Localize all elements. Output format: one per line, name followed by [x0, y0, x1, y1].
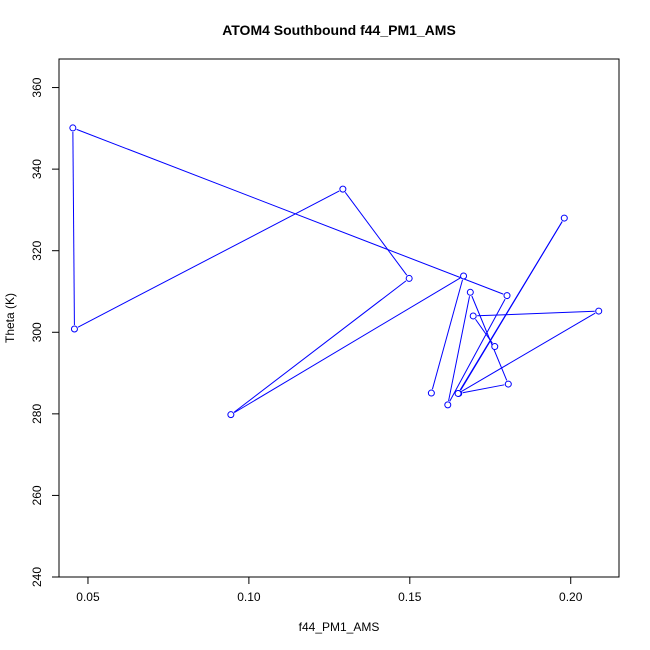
- data-point: [227, 411, 235, 419]
- data-point: [504, 380, 512, 388]
- series-line-segment: [461, 312, 596, 392]
- y-tick-label: 340: [30, 159, 44, 179]
- y-axis: 240 260 280 300 320 340 360: [30, 77, 60, 587]
- x-axis: 0.05 0.10 0.15 0.20: [76, 576, 583, 604]
- series-line-segment: [77, 190, 340, 328]
- y-tick-label: 360: [30, 77, 44, 97]
- x-tick-label: 0.05: [76, 590, 100, 604]
- plot-frame: [58, 58, 620, 578]
- data-point: [405, 274, 413, 282]
- data-point: [466, 288, 474, 296]
- data-point: [427, 389, 435, 397]
- y-tick-label: 240: [30, 567, 44, 587]
- series-line-segment: [477, 310, 595, 317]
- data-point: [595, 307, 603, 315]
- y-tick-label: 260: [30, 485, 44, 505]
- series-group: [69, 124, 603, 419]
- data-point: [69, 124, 77, 132]
- data-point: [460, 272, 468, 280]
- data-point: [503, 292, 511, 300]
- x-tick-label: 0.10: [237, 590, 261, 604]
- chart-title: ATOM4 Southbound f44_PM1_AMS: [222, 22, 456, 38]
- data-point: [469, 312, 477, 320]
- x-tick-label: 0.20: [559, 590, 583, 604]
- data-point: [560, 214, 568, 222]
- x-tick-label: 0.15: [398, 590, 422, 604]
- series-line-segment: [234, 277, 461, 414]
- y-tick-label: 280: [30, 404, 44, 424]
- series-line-segment: [233, 280, 407, 413]
- series-line-segment: [462, 384, 505, 394]
- series-line-segment: [344, 192, 408, 276]
- series-line-segment: [459, 221, 563, 391]
- series-line-segment: [76, 128, 504, 295]
- y-tick-label: 300: [30, 322, 44, 342]
- data-point: [491, 343, 499, 351]
- data-point: [444, 401, 452, 409]
- series-line-segment: [475, 318, 493, 344]
- series-line-segment: [72, 131, 75, 326]
- y-axis-label: Theta (K): [3, 293, 17, 343]
- data-point: [339, 185, 347, 193]
- x-axis-label: f44_PM1_AMS: [299, 620, 380, 634]
- data-point: [454, 389, 462, 397]
- y-tick-label: 320: [30, 240, 44, 260]
- series-line-segment: [431, 279, 463, 390]
- data-point: [70, 325, 78, 333]
- series-line-segment: [448, 296, 471, 402]
- series-line-segment: [449, 298, 506, 402]
